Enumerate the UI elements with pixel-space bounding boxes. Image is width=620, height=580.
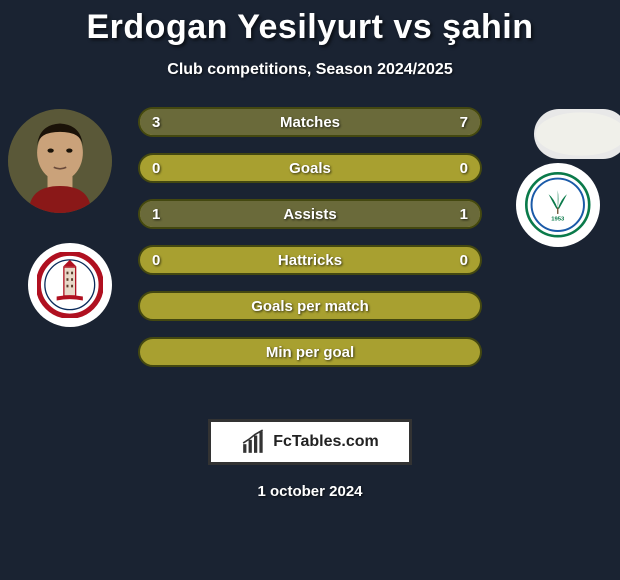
stat-label: Matches (280, 114, 340, 131)
comparison-area: 1953 3 Matches 7 0 Goals 0 1 Assists 1 (0, 107, 620, 407)
stats-column: 3 Matches 7 0 Goals 0 1 Assists 1 0 Hatt… (138, 107, 482, 383)
generated-date: 1 october 2024 (0, 483, 620, 500)
stat-value-right: 7 (460, 114, 468, 131)
stat-label: Assists (283, 206, 336, 223)
stat-value-left: 3 (152, 114, 160, 131)
stat-row-goals-per-match: Goals per match (138, 291, 482, 321)
crest-year: 1953 (551, 217, 565, 223)
stat-row-assists: 1 Assists 1 (138, 199, 482, 229)
club-left-crest (28, 243, 112, 327)
club-right-crest: 1953 (516, 163, 600, 247)
stat-label: Goals (289, 160, 331, 177)
player-right-blank-icon (534, 109, 620, 159)
stat-row-min-per-goal: Min per goal (138, 337, 482, 367)
stat-value-right: 1 (460, 206, 468, 223)
brand-box[interactable]: FcTables.com (208, 419, 412, 465)
page-title: Erdogan Yesilyurt vs şahin (0, 0, 620, 47)
player-left-avatar (8, 109, 112, 213)
stat-value-right: 0 (460, 160, 468, 177)
stat-value-right: 0 (460, 252, 468, 269)
rizespor-crest-icon: 1953 (525, 172, 591, 238)
stat-value-left: 0 (152, 252, 160, 269)
fctables-logo-icon (241, 429, 267, 455)
subtitle: Club competitions, Season 2024/2025 (0, 61, 620, 79)
player-right-avatar (534, 109, 620, 159)
stat-row-hattricks: 0 Hattricks 0 (138, 245, 482, 275)
stat-row-goals: 0 Goals 0 (138, 153, 482, 183)
stat-label: Hattricks (278, 252, 342, 269)
stat-label: Goals per match (251, 298, 369, 315)
player-left-face-icon (8, 109, 112, 213)
stat-value-left: 1 (152, 206, 160, 223)
stat-label: Min per goal (266, 344, 354, 361)
brand-text: FcTables.com (273, 433, 379, 451)
stat-fill-right (242, 109, 480, 135)
stat-row-matches: 3 Matches 7 (138, 107, 482, 137)
stat-value-left: 0 (152, 160, 160, 177)
antalyaspor-crest-icon (37, 252, 103, 318)
